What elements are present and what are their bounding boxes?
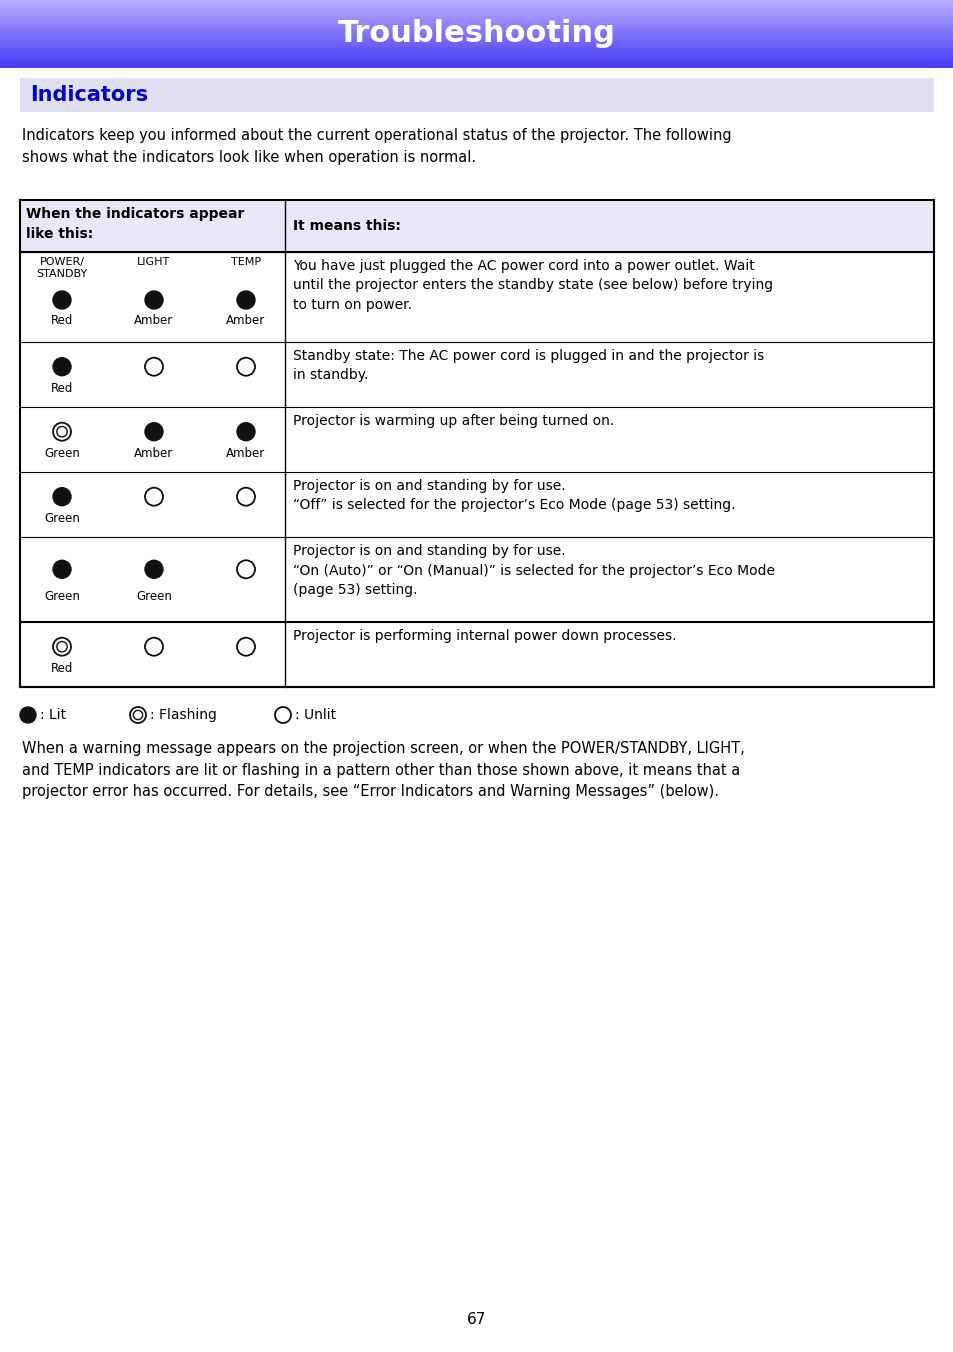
Circle shape (236, 560, 254, 579)
Circle shape (145, 358, 163, 376)
Text: Red: Red (51, 383, 73, 395)
Circle shape (133, 710, 143, 719)
Text: Projector is warming up after being turned on.: Projector is warming up after being turn… (293, 414, 614, 429)
Circle shape (57, 641, 67, 652)
Text: When the indicators appear
like this:: When the indicators appear like this: (26, 207, 244, 241)
Text: : Unlit: : Unlit (294, 708, 335, 722)
Circle shape (274, 707, 291, 723)
Circle shape (145, 423, 163, 441)
Circle shape (236, 423, 254, 441)
Text: Projector is performing internal power down processes.: Projector is performing internal power d… (293, 629, 676, 644)
Text: When a warning message appears on the projection screen, or when the POWER/STAND: When a warning message appears on the pr… (22, 741, 744, 799)
Text: Standby state: The AC power cord is plugged in and the projector is
in standby.: Standby state: The AC power cord is plug… (293, 349, 763, 383)
Text: Projector is on and standing by for use.
“On (Auto)” or “On (Manual)” is selecte: Projector is on and standing by for use.… (293, 544, 774, 598)
Text: : Lit: : Lit (40, 708, 66, 722)
Circle shape (236, 638, 254, 656)
Circle shape (53, 358, 71, 376)
Circle shape (145, 560, 163, 579)
Text: You have just plugged the AC power cord into a power outlet. Wait
until the proj: You have just plugged the AC power cord … (293, 260, 772, 312)
Text: Green: Green (136, 589, 172, 603)
Text: It means this:: It means this: (293, 219, 400, 233)
Text: : Flashing: : Flashing (150, 708, 216, 722)
Circle shape (53, 560, 71, 579)
Text: Indicators keep you informed about the current operational status of the project: Indicators keep you informed about the c… (22, 128, 731, 165)
Circle shape (145, 488, 163, 506)
Text: Indicators: Indicators (30, 85, 148, 105)
Text: Green: Green (44, 448, 80, 460)
Bar (20, 78, 933, 112)
Text: Red: Red (51, 314, 73, 327)
Circle shape (236, 488, 254, 506)
Text: Projector is on and standing by for use.
“Off” is selected for the projector’s E: Projector is on and standing by for use.… (293, 479, 735, 512)
Text: Red: Red (51, 662, 73, 675)
Text: Troubleshooting: Troubleshooting (337, 19, 616, 49)
Text: 67: 67 (467, 1313, 486, 1328)
Circle shape (236, 291, 254, 310)
Circle shape (145, 638, 163, 656)
Circle shape (53, 488, 71, 506)
Text: Green: Green (44, 512, 80, 526)
Text: Amber: Amber (134, 314, 173, 327)
Text: Amber: Amber (226, 448, 265, 460)
Text: TEMP: TEMP (231, 257, 261, 266)
Text: LIGHT: LIGHT (137, 257, 171, 266)
Text: Green: Green (44, 589, 80, 603)
Circle shape (53, 638, 71, 656)
Text: Amber: Amber (226, 314, 265, 327)
Text: Amber: Amber (134, 448, 173, 460)
Circle shape (53, 423, 71, 441)
Circle shape (20, 707, 36, 723)
Circle shape (53, 291, 71, 310)
Circle shape (57, 426, 67, 437)
Text: POWER/
STANDBY: POWER/ STANDBY (36, 257, 88, 279)
Circle shape (236, 358, 254, 376)
Circle shape (145, 291, 163, 310)
Circle shape (130, 707, 146, 723)
Bar (20, 200, 933, 251)
